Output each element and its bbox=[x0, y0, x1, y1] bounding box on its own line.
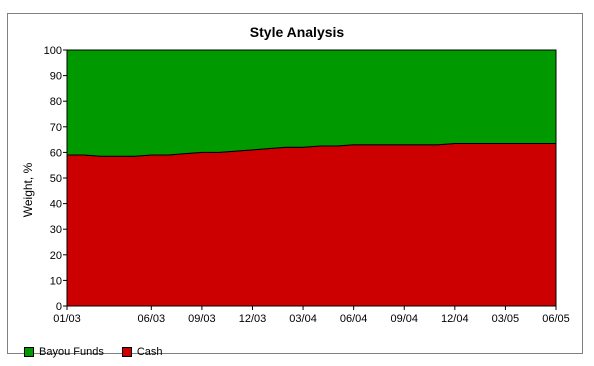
x-tick-label-12-03: 12/03 bbox=[239, 313, 267, 325]
y-tick-label-40: 40 bbox=[50, 199, 62, 211]
y-tick-label-0: 0 bbox=[56, 301, 62, 313]
area-bayou-funds bbox=[66, 49, 557, 157]
y-tick-label-60: 60 bbox=[50, 147, 62, 159]
x-tick-label-01-03: 01/03 bbox=[53, 313, 81, 325]
legend-item-cash: Cash bbox=[121, 346, 163, 358]
x-tick-label-09-04: 09/04 bbox=[390, 313, 418, 325]
legend: Bayou Funds Cash bbox=[24, 346, 181, 358]
area-cash bbox=[66, 142, 557, 307]
x-tick-label-09-03: 09/03 bbox=[188, 313, 216, 325]
y-tick-label-20: 20 bbox=[50, 250, 62, 262]
y-tick-label-70: 70 bbox=[50, 122, 62, 134]
y-axis-title: Weight, % bbox=[21, 162, 35, 217]
x-tick-label-03-04: 03/04 bbox=[289, 313, 317, 325]
y-tick-label-50: 50 bbox=[50, 173, 62, 185]
x-tick-label-06-04: 06/04 bbox=[340, 313, 368, 325]
x-tick-label-06-03: 06/03 bbox=[138, 313, 166, 325]
chart-title: Style Analysis bbox=[249, 24, 345, 40]
y-tick-label-10: 10 bbox=[50, 275, 62, 287]
legend-swatch-bayou-funds bbox=[24, 347, 34, 357]
y-tick-label-80: 80 bbox=[50, 96, 62, 108]
area-layer bbox=[66, 49, 557, 307]
x-tick-label-12-04: 12/04 bbox=[441, 313, 469, 325]
y-tick-label-30: 30 bbox=[50, 224, 62, 236]
legend-label-bayou-funds: Bayou Funds bbox=[39, 346, 104, 358]
y-tick-label-90: 90 bbox=[50, 71, 62, 83]
y-tick-label-100: 100 bbox=[44, 45, 62, 57]
x-tick-label-06-05: 06/05 bbox=[542, 313, 570, 325]
axes-layer: 0 10 20 30 40 50 60 70 80 90 100 01/03 06/03 09/03 12/… bbox=[44, 45, 570, 325]
legend-swatch-cash bbox=[121, 347, 132, 357]
legend-label-cash: Cash bbox=[136, 346, 163, 358]
legend-item-bayou-funds: Bayou Funds bbox=[24, 346, 104, 358]
x-tick-label-03-05: 03/05 bbox=[492, 313, 520, 325]
